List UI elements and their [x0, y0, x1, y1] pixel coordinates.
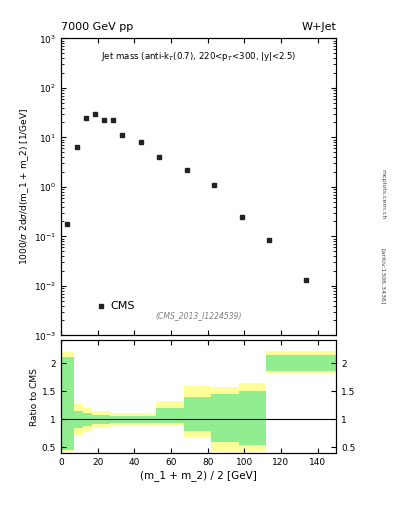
Text: Jet mass (anti-k$_T$(0.7), 220<p$_T$<300, |y|<2.5): Jet mass (anti-k$_T$(0.7), 220<p$_T$<300…	[101, 50, 296, 63]
Text: 7000 GeV pp: 7000 GeV pp	[61, 22, 133, 32]
Text: W+Jet: W+Jet	[301, 22, 336, 32]
Text: CMS: CMS	[110, 301, 135, 311]
Text: mcplots.cern.ch: mcplots.cern.ch	[381, 169, 386, 220]
Text: (CMS_2013_I1224539): (CMS_2013_I1224539)	[155, 311, 242, 321]
X-axis label: (m_1 + m_2) / 2 [GeV]: (m_1 + m_2) / 2 [GeV]	[140, 470, 257, 481]
Text: [arXiv:1306.3436]: [arXiv:1306.3436]	[381, 248, 386, 305]
Y-axis label: Ratio to CMS: Ratio to CMS	[30, 368, 39, 426]
Y-axis label: 1000/$\sigma$ 2d$\sigma$/d(m_1 + m_2) [1/GeV]: 1000/$\sigma$ 2d$\sigma$/d(m_1 + m_2) [1…	[18, 108, 31, 266]
